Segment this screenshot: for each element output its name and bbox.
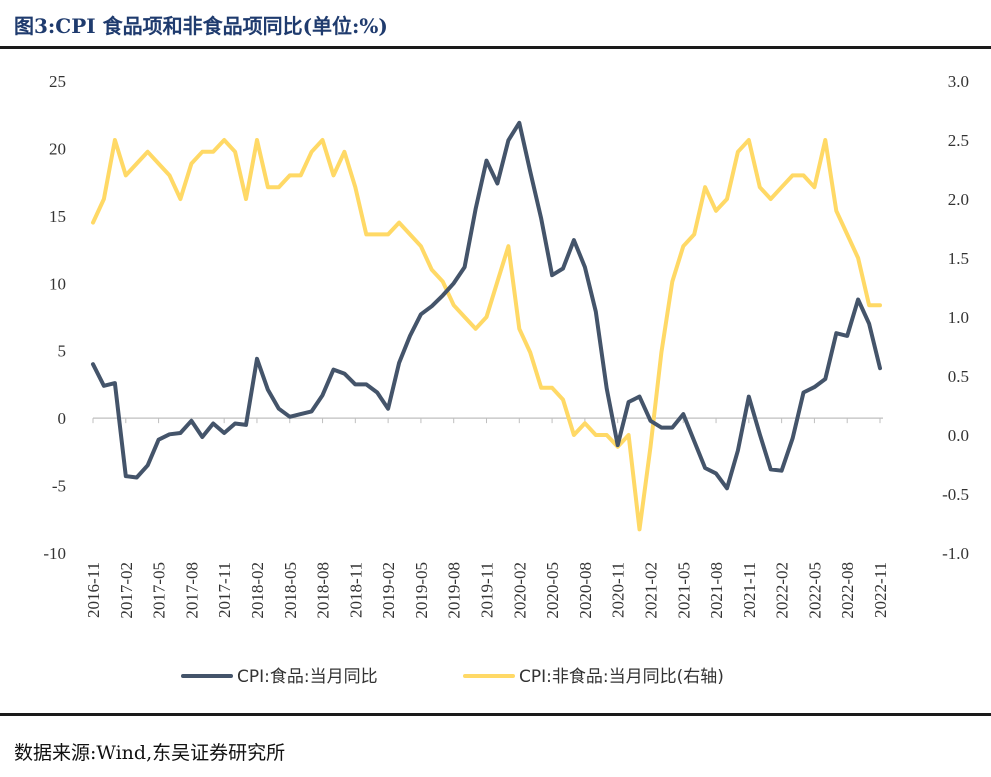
x-axis-tick-label: 2018-08	[314, 562, 333, 619]
left-axis-tick-label: -5	[52, 477, 66, 496]
line-chart: 25 20 15 10 5 0 -5 -10 3.0 2.5 2.0 1.5 1.0 0.5 0.0 -0.…	[43, 72, 969, 687]
x-axis-tick-label: 2019-11	[478, 562, 497, 618]
x-axis-tick-label: 2021-08	[707, 562, 726, 619]
x-axis-tick-label: 2016-11	[84, 562, 103, 618]
x-axis-tick-label: 2018-05	[281, 562, 300, 619]
right-axis-tick-label: 2.5	[948, 131, 969, 150]
bottom-rule	[0, 713, 991, 716]
x-axis-tick-label: 2020-11	[609, 562, 628, 618]
x-axis-tick-label: 2018-11	[346, 562, 365, 618]
x-axis-tick-label: 2020-08	[576, 562, 595, 619]
left-axis-tick-label: 5	[58, 342, 67, 361]
legend-label: CPI:食品:当月同比	[237, 667, 378, 687]
x-axis-tick-label: 2020-05	[543, 562, 562, 619]
left-y-axis-ticks: 25 20 15 10 5 0 -5 -10	[43, 72, 66, 563]
x-axis-tick-label: 2018-02	[248, 562, 267, 619]
right-axis-tick-label: 1.5	[948, 249, 969, 268]
x-axis-tick-label: 2021-02	[641, 562, 660, 619]
right-axis-tick-label: -1.0	[942, 544, 969, 563]
left-axis-tick-label: 0	[58, 409, 67, 428]
x-axis-tick-label: 2020-02	[510, 562, 529, 619]
top-rule	[0, 46, 991, 49]
series-layer	[91, 120, 882, 532]
right-axis-tick-label: 0.5	[948, 367, 969, 386]
x-axis-tick-label: 2017-05	[150, 562, 169, 619]
x-axis-tick-label: 2022-11	[871, 562, 890, 618]
right-axis-tick-label: 1.0	[948, 308, 969, 327]
x-axis-ticks: 2016-11 2017-02 2017-05 2017-08 2017-11 2018-…	[84, 562, 890, 619]
x-axis-tick-label: 2022-02	[773, 562, 792, 619]
x-axis-tick-label: 2019-05	[412, 562, 431, 619]
left-axis-tick-label: 25	[49, 72, 66, 91]
right-axis-tick-label: 0.0	[948, 426, 969, 445]
legend: CPI:食品:当月同比 CPI:非食品:当月同比(右轴)	[181, 667, 724, 687]
x-axis-tick-label: 2017-02	[117, 562, 136, 619]
series-line-food	[91, 120, 882, 491]
series-line-non-food	[91, 138, 882, 532]
x-axis-tick-label: 2017-11	[215, 562, 234, 618]
right-axis-tick-label: 2.0	[948, 190, 969, 209]
x-axis-tick-label: 2019-02	[379, 562, 398, 619]
x-axis-tick-label: 2019-08	[445, 562, 464, 619]
x-axis-tick-label: 2021-05	[674, 562, 693, 619]
left-axis-tick-label: 10	[49, 274, 66, 293]
figure-title: 图3:CPI 食品项和非食品项同比(单位:%)	[14, 14, 388, 38]
x-axis-tick-label: 2017-08	[182, 562, 201, 619]
axis-layer	[92, 417, 883, 424]
source-note: 数据来源:Wind,东吴证券研究所	[14, 742, 286, 764]
left-axis-tick-label: 15	[49, 207, 66, 226]
x-axis-tick-label: 2022-05	[805, 562, 824, 619]
legend-label: CPI:非食品:当月同比(右轴)	[519, 667, 724, 687]
x-axis-tick-label: 2022-08	[838, 562, 857, 619]
right-axis-tick-label: -0.5	[942, 485, 969, 504]
left-axis-tick-label: 20	[49, 139, 66, 158]
right-y-axis-ticks: 3.0 2.5 2.0 1.5 1.0 0.5 0.0 -0.5 -1.0	[942, 72, 969, 563]
x-axis-tick-label: 2021-11	[740, 562, 759, 618]
right-axis-tick-label: 3.0	[948, 72, 969, 91]
left-axis-tick-label: -10	[43, 544, 66, 563]
